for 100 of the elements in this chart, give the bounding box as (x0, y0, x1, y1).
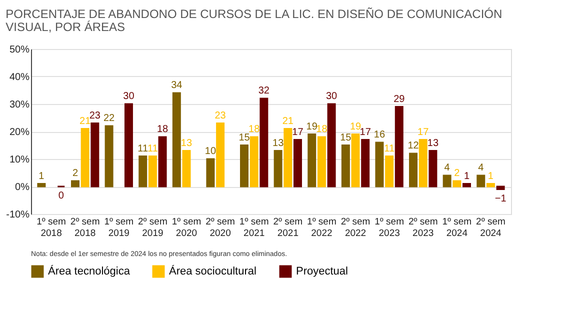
data-label: 30 (123, 91, 135, 102)
data-label: 18 (248, 124, 260, 135)
data-label: 23 (214, 110, 226, 122)
data-label: 1 (488, 170, 494, 182)
x-tick-label: 1º sem 2023 (374, 216, 404, 239)
data-label: 15 (238, 132, 250, 144)
bar (216, 122, 225, 188)
data-label: 30 (326, 91, 338, 102)
bar (182, 150, 191, 188)
bar (452, 180, 462, 188)
data-label: 23 (89, 110, 101, 122)
data-label: 17 (292, 126, 304, 138)
x-tick-label: 1º sem 2021 (239, 216, 269, 239)
y-tick-label: 0% (15, 182, 30, 193)
data-label: 29 (394, 94, 406, 105)
bar (308, 134, 316, 188)
legend-label: Área tecnológica (48, 264, 131, 278)
data-label: 4 (478, 162, 484, 174)
legend-label: Proyectual (296, 266, 348, 278)
y-tick-label: 10% (9, 154, 30, 166)
x-tick-label: 1º sem 2020 (172, 216, 202, 239)
data-label: 21 (80, 116, 92, 127)
data-label: 15 (340, 132, 352, 144)
bar (341, 144, 350, 188)
bar (138, 156, 148, 188)
data-label: 19 (306, 121, 318, 132)
bar (206, 158, 215, 188)
data-label: 13 (180, 138, 192, 149)
bar (496, 186, 505, 190)
bar (418, 139, 428, 188)
bar (37, 183, 46, 188)
bar (80, 128, 90, 188)
x-tick-label: 2º sem 2020 (206, 216, 236, 239)
data-label: 2 (72, 168, 78, 179)
data-label: 10 (204, 146, 216, 157)
x-tick-label: 2º sem 2019 (138, 216, 168, 239)
data-label: 1 (38, 170, 45, 182)
bar (250, 136, 258, 188)
bar (428, 150, 438, 188)
y-tick-label: 20% (9, 127, 30, 138)
x-tick-label: 2º sem 2022 (340, 216, 370, 239)
bar (293, 139, 302, 188)
data-label: 17 (418, 126, 430, 138)
x-tick-label: 2º sem 2024 (476, 216, 506, 239)
bar (476, 174, 486, 188)
x-tick-label: 2º sem 2021 (273, 216, 303, 239)
data-label: 11 (384, 143, 395, 154)
bar (104, 125, 114, 188)
x-tick-label: 1º sem 2019 (104, 216, 134, 239)
data-label: 17 (360, 126, 372, 138)
y-tick-label: -10% (6, 210, 30, 220)
bar (148, 156, 157, 188)
y-tick-label: 30% (9, 100, 30, 110)
bar (351, 134, 360, 188)
data-label: 1 (464, 170, 470, 182)
bar (375, 142, 384, 188)
bar (124, 103, 133, 188)
data-label: −1 (494, 193, 507, 204)
data-label: 13 (427, 138, 439, 149)
bar (172, 92, 181, 188)
data-label: 32 (258, 86, 270, 96)
data-label: 34 (171, 80, 183, 91)
x-tick-label: 2º sem 2023 (408, 216, 438, 239)
y-tick-label: 50% (9, 44, 30, 56)
chart-title: PORCENTAJE DE ABANDONO DE CURSOS DE LA LIC. EN DISEÑO DE COMUNICACIÓN VISUAL, POR ÁREAS (6, 7, 502, 34)
y-tick-label: 40% (9, 72, 30, 83)
data-label: 11 (138, 143, 148, 154)
data-label: 12 (408, 140, 420, 152)
bar (260, 98, 268, 188)
bar (442, 174, 452, 188)
data-label: 22 (103, 113, 116, 124)
bar (385, 156, 394, 188)
bar (394, 106, 404, 188)
bar (317, 136, 326, 188)
data-label: 2 (454, 168, 460, 179)
data-label: 18 (316, 124, 328, 135)
bar (274, 150, 282, 188)
x-tick-label: 1º sem 2024 (442, 216, 472, 239)
data-label: 4 (444, 162, 450, 174)
data-label: 21 (282, 116, 294, 127)
x-tick-label: 1º sem 2018 (36, 216, 66, 239)
data-label: 18 (156, 124, 169, 135)
x-tick-label: 1º sem 2022 (307, 216, 336, 239)
x-tick-label: 2º sem 2018 (70, 216, 100, 239)
bar (90, 122, 100, 188)
data-label: 11 (147, 143, 158, 154)
data-label: 19 (350, 121, 362, 132)
legend-label: Área sociocultural (169, 264, 256, 278)
bar (361, 139, 370, 188)
bar (327, 103, 336, 188)
bar (240, 144, 249, 188)
bar (462, 183, 471, 188)
bar (284, 128, 292, 188)
bar (486, 183, 495, 188)
bar (158, 136, 167, 188)
bar (71, 180, 80, 188)
data-label: 0 (58, 190, 64, 202)
data-label: 16 (374, 130, 386, 140)
bar (409, 152, 418, 188)
data-label: 13 (272, 138, 284, 149)
